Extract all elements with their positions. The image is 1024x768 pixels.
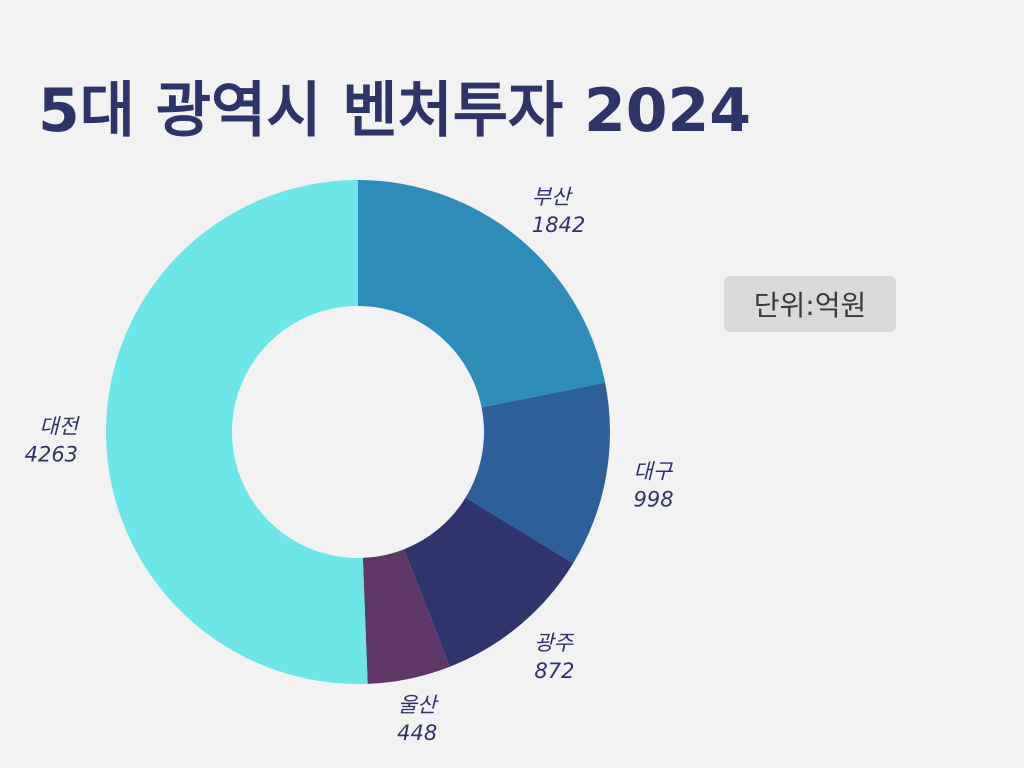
- slice-label-name: 광주: [534, 631, 574, 655]
- slice-부산: [358, 180, 606, 408]
- slice-label-value: 872: [534, 659, 574, 683]
- slice-label-name: 대전: [39, 415, 80, 439]
- slice-울산: [362, 549, 450, 684]
- slice-label-name: 대구: [634, 460, 674, 484]
- slice-label-value: 4263: [25, 443, 78, 467]
- slice-대구: [465, 382, 610, 564]
- slice-label-value: 1842: [532, 213, 585, 237]
- slice-label-name: 울산: [398, 693, 439, 717]
- unit-badge: 단위:억원: [724, 276, 896, 332]
- slice-label-name: 부산: [532, 185, 573, 209]
- donut-labels: 부산 1842 대구 998 광주 872 울산 448 대전 4263: [25, 185, 674, 745]
- chart-title: 5대 광역시 벤처투자 2024: [38, 76, 752, 146]
- slice-광주: [403, 497, 574, 667]
- donut-slices: [106, 180, 610, 684]
- slice-label-value: 448: [397, 721, 437, 745]
- slice-대전: [106, 180, 368, 684]
- slice-label-value: 998: [634, 488, 674, 512]
